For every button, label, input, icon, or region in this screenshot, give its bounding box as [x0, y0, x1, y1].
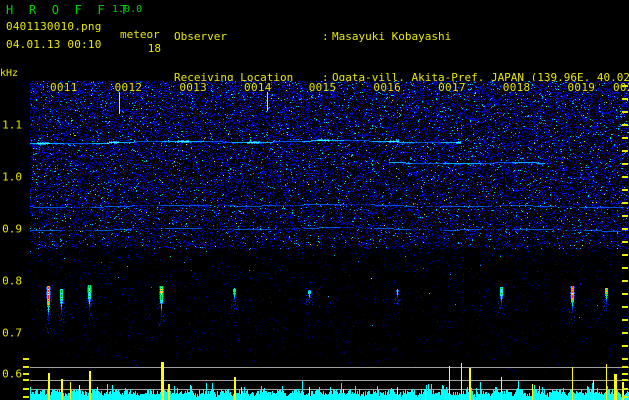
strip-axis-tick-mark — [23, 366, 29, 368]
datetime-label: 04.01.13 00:10 — [6, 38, 102, 51]
strip-axis-tick-mark — [23, 379, 29, 381]
y-axis-tick-mark-right — [622, 98, 628, 101]
meteor-count-label: meteor — [120, 28, 160, 41]
strip-axis-tick-mark — [23, 396, 29, 398]
metadata-separator: : — [322, 70, 329, 84]
signal-strip-panel: 0.6 — [0, 356, 629, 400]
y-axis-tick-mark-right — [622, 163, 628, 166]
strip-axis-tick-mark — [23, 358, 29, 360]
y-axis-unit-label: kHz — [0, 68, 19, 79]
y-axis-tick-mark-right — [622, 305, 628, 308]
metadata-row-observer: Observer: Masayuki Kobayashi — [174, 30, 629, 44]
spectrogram-plot-area — [30, 81, 629, 356]
strip-axis-labels: 0.6 — [0, 356, 30, 400]
filename-label: 0401130010.png — [6, 20, 102, 33]
y-axis-tick-mark-right — [622, 188, 628, 191]
strip-axis-tick-mark-right — [622, 373, 628, 375]
strip-axis-tick-mark-right — [622, 379, 628, 381]
y-axis-tick-mark-right — [622, 279, 628, 282]
strip-axis-tick-mark — [23, 388, 29, 390]
y-tick-label-1.0: 1.0 — [2, 170, 22, 184]
spectrogram-canvas — [30, 81, 629, 356]
y-axis-tick-mark-right — [622, 201, 628, 204]
strip-axis-tick-mark-right — [622, 388, 628, 390]
strip-y-tick-label: 0.6 — [2, 367, 22, 381]
metadata-row-location: Receiving Location: Ogata-vill. Akita-Pre… — [174, 71, 629, 85]
y-axis-tick-mark-right — [622, 331, 628, 334]
y-axis-tick-mark-right — [622, 175, 628, 178]
y-axis-tick-mark-right — [622, 214, 628, 217]
y-axis-tick-mark-right — [622, 253, 628, 256]
y-axis-tick-mark-right — [622, 85, 628, 88]
y-axis-tick-mark-right — [622, 124, 628, 127]
y-axis-tick-mark-right — [622, 318, 628, 321]
metadata-value: Masayuki Kobayashi — [332, 30, 452, 43]
y-axis-tick-mark-right — [622, 240, 628, 243]
metadata-key: Receiving Location — [174, 70, 294, 84]
signal-strip-canvas — [30, 356, 629, 400]
app-version: 1.0.0 — [112, 4, 143, 15]
strip-axis-tick-mark-right — [622, 358, 628, 360]
metadata-value: Ogata-vill. Akita-Pref. JAPAN (139.96E, … — [332, 70, 629, 84]
meteor-count-value: 18 — [147, 42, 161, 55]
y-axis-tick-mark-right — [622, 292, 628, 295]
app-title: H R O F F T — [6, 3, 132, 17]
y-axis-tick-mark-right — [622, 111, 628, 114]
signal-strip-plot-area — [30, 356, 629, 400]
y-axis-tick-labels: 1.1 1.0 0.9 0.8 0.7 — [0, 81, 30, 356]
strip-axis-tick-mark — [23, 373, 29, 375]
metadata-key: Observer — [174, 30, 227, 43]
y-axis-tick-mark-right — [622, 227, 628, 230]
y-tick-label-0.8: 0.8 — [2, 274, 22, 288]
y-axis-tick-mark-right — [622, 137, 628, 140]
strip-axis-tick-mark-right — [622, 396, 628, 398]
y-axis-tick-mark-right — [622, 150, 628, 153]
y-axis-tick-mark-right — [622, 344, 628, 347]
y-tick-label-0.7: 0.7 — [2, 326, 22, 340]
y-tick-label-1.1: 1.1 — [2, 118, 22, 132]
metadata-separator: : — [322, 30, 329, 43]
spectrogram-panel: kHz 0011 0012 0013 0014 0015 0016 0017 0018 0019… — [0, 68, 629, 356]
strip-axis-tick-mark-right — [622, 366, 628, 368]
y-tick-label-0.9: 0.9 — [2, 222, 22, 236]
header-panel: H R O F F T 1.0.0 0401130010.png 04.01.1… — [0, 0, 629, 165]
y-axis-tick-mark-right — [622, 266, 628, 269]
